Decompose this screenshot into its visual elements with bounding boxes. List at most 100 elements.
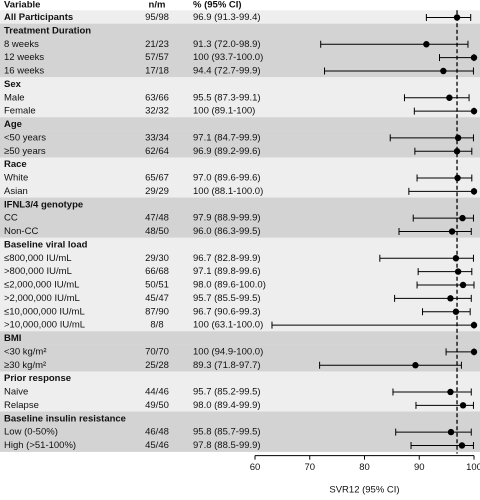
row-band [0, 144, 480, 158]
row-band [0, 237, 480, 252]
row-label: Asian [4, 186, 28, 197]
row-label: >10,000,000 IU/mL [4, 320, 85, 331]
estimate-point [446, 94, 453, 101]
estimate-label: 91.3 (72.0-98.9) [193, 39, 261, 50]
row-label: Male [4, 92, 25, 103]
x-tick-label: 90 [414, 462, 425, 473]
n-m: 29/30 [145, 253, 169, 264]
estimate-point [459, 281, 467, 289]
estimate-label: 97.1 (89.8-99.6) [193, 266, 261, 277]
n-m: 32/32 [145, 106, 169, 117]
estimate-point [423, 41, 430, 48]
row-label: Relapse [4, 400, 39, 411]
group-label: Race [4, 159, 27, 170]
estimate-label: 89.3 (71.8-97.7) [193, 360, 261, 371]
row-band [0, 424, 480, 439]
row-band [0, 37, 480, 51]
row-band [0, 184, 480, 198]
estimate-point [454, 134, 462, 142]
group-label: Prior response [4, 373, 71, 384]
estimate-point [470, 348, 478, 356]
estimate-point [447, 428, 455, 436]
row-band [0, 344, 480, 359]
row-label: 8 weeks [4, 39, 39, 50]
row-band [0, 371, 480, 385]
estimate-point [470, 54, 478, 61]
row-band [0, 117, 480, 131]
x-tick-label: 60 [250, 462, 261, 473]
estimate-label: 96.7 (82.8-99.9) [193, 253, 261, 264]
row-band [0, 317, 480, 332]
estimate-label: 100 (93.7-100.0) [193, 52, 263, 63]
estimate-label: 95.5 (87.3-99.1) [193, 92, 261, 103]
estimate-label: 97.8 (88.5-99.9) [193, 440, 261, 451]
row-band [0, 331, 480, 345]
row-band [0, 50, 480, 64]
group-label: BMI [4, 333, 21, 344]
row-label: ≤800,000 IU/mL [4, 253, 72, 264]
row-band [0, 23, 480, 38]
n-m: 46/48 [145, 427, 169, 438]
estimate-label: 95.7 (85.5-99.5) [193, 293, 261, 304]
x-tick-label: 80 [359, 462, 370, 473]
estimate-label: 100 (63.1-100.0) [193, 320, 263, 331]
n-m: 47/48 [145, 213, 169, 224]
row-band [0, 170, 480, 185]
row-label: ≥30 kg/m² [4, 360, 46, 371]
n-m: 48/50 [145, 226, 169, 237]
row-label: >800,000 IU/mL [4, 266, 72, 277]
x-tick-label: 100 [466, 462, 480, 473]
estimate-label: 96.9 (89.2-99.6) [193, 146, 261, 157]
estimate-point [458, 442, 466, 449]
row-label: Female [4, 106, 36, 117]
row-band [0, 304, 480, 319]
n-m: 70/70 [145, 346, 169, 357]
row-band [0, 197, 480, 212]
row-band [0, 358, 480, 372]
row-label: All Participants [4, 12, 73, 23]
column-header: % (95% CI) [193, 0, 242, 11]
row-label: 16 weeks [4, 66, 44, 77]
n-m: 21/23 [145, 39, 169, 50]
row-band [0, 210, 480, 225]
row-label: ≤10,000,000 IU/mL [4, 306, 85, 317]
row-band [0, 411, 480, 426]
n-m: 33/34 [145, 132, 169, 143]
row-band [0, 384, 480, 399]
n-m: 50/51 [145, 280, 169, 291]
estimate-label: 100 (88.1-100.0) [193, 186, 263, 197]
estimate-label: 95.7 (85.2-99.5) [193, 387, 261, 398]
n-m: 49/50 [145, 400, 169, 411]
group-label: Treatment Duration [4, 25, 91, 36]
group-label: Sex [4, 79, 22, 90]
row-band [0, 398, 480, 412]
estimate-label: 100 (89.1-100) [193, 106, 255, 117]
estimate-point [440, 67, 447, 75]
bands [0, 10, 480, 452]
column-header: n/m [149, 0, 166, 11]
n-m: 66/68 [145, 266, 169, 277]
column-header: Variable [4, 0, 40, 11]
estimate-point [447, 295, 454, 302]
row-band [0, 264, 480, 278]
row-band [0, 103, 480, 118]
row-band [0, 251, 480, 265]
estimate-label: 100 (94.9-100.0) [193, 346, 263, 357]
estimate-point [452, 255, 460, 262]
row-band [0, 90, 480, 105]
estimate-label: 97.0 (89.6-99.6) [193, 173, 261, 184]
n-m: 45/46 [145, 440, 169, 451]
row-band [0, 63, 480, 78]
row-label: ≥50 years [4, 146, 46, 157]
estimate-point [470, 188, 478, 195]
group-label: Age [4, 119, 22, 130]
row-band [0, 438, 480, 452]
estimate-point [452, 308, 460, 315]
group-label: Baseline insulin resistance [4, 413, 126, 424]
n-m: 45/47 [145, 293, 169, 304]
x-tick-label: 70 [304, 462, 315, 473]
estimate-point [454, 268, 462, 275]
row-band [0, 10, 480, 24]
group-label: Baseline viral load [4, 239, 88, 250]
row-label: Non-CC [4, 226, 38, 237]
